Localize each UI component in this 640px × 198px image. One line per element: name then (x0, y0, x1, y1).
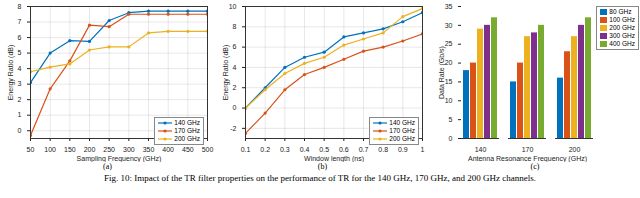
html-text:300 GHz: 300 GHz (609, 32, 635, 39)
svg-text:170: 170 (522, 146, 534, 153)
svg-text:8: 8 (233, 23, 237, 30)
svg-text:Window length (ns): Window length (ns) (304, 155, 364, 163)
svg-text:Energy Ratio (dB): Energy Ratio (dB) (7, 45, 15, 101)
svg-text:0.8: 0.8 (378, 146, 388, 153)
svg-text:0.2: 0.2 (260, 146, 270, 153)
svg-text:20: 20 (445, 59, 453, 66)
svg-text:0.5: 0.5 (319, 146, 329, 153)
svg-text:450: 450 (182, 146, 194, 153)
svg-text:8: 8 (18, 3, 22, 10)
svg-text:25: 25 (445, 40, 453, 47)
svg-text:6: 6 (233, 43, 237, 50)
svg-text:1: 1 (421, 146, 425, 153)
svg-text:0.3: 0.3 (280, 146, 290, 153)
html-text:170 GHz: 170 GHz (174, 127, 200, 134)
svg-text:-2: -2 (230, 125, 236, 132)
html-text:(a): (a) (103, 162, 112, 171)
svg-text:30: 30 (445, 22, 453, 29)
html-text:(b): (b) (317, 162, 328, 171)
svg-text:100: 100 (44, 146, 56, 153)
svg-text:50: 50 (27, 146, 35, 153)
svg-text:0: 0 (449, 135, 453, 142)
svg-text:5: 5 (18, 49, 22, 56)
html-text:100 GHz: 100 GHz (609, 16, 635, 23)
html-text:170 GHz: 170 GHz (389, 127, 415, 134)
svg-text:150: 150 (64, 146, 76, 153)
svg-text:Sampling Frequency (GHz): Sampling Frequency (GHz) (77, 155, 162, 163)
svg-text:500: 500 (202, 146, 214, 153)
svg-text:0.4: 0.4 (300, 146, 310, 153)
svg-text:0.9: 0.9 (398, 146, 408, 153)
svg-text:0: 0 (18, 127, 22, 134)
html-text:200 GHz: 200 GHz (609, 24, 635, 31)
svg-text:300: 300 (123, 146, 135, 153)
html-text:140 GHz: 140 GHz (174, 119, 200, 126)
svg-text:6: 6 (18, 34, 22, 41)
svg-text:0.1: 0.1 (241, 146, 251, 153)
svg-text:3: 3 (18, 80, 22, 87)
svg-text:10: 10 (445, 97, 453, 104)
svg-text:4: 4 (233, 64, 237, 71)
svg-text:Antenna Resonance Frequency (G: Antenna Resonance Frequency (GHz) (468, 155, 587, 163)
svg-text:15: 15 (445, 78, 453, 85)
html-text:400 GHz: 400 GHz (609, 40, 635, 47)
html-text:140 GHz: 140 GHz (389, 119, 415, 126)
svg-text:200: 200 (84, 146, 96, 153)
html-text:(c): (c) (530, 162, 540, 171)
svg-text:140: 140 (475, 146, 487, 153)
svg-text:2: 2 (233, 84, 237, 91)
svg-text:Data Rate (Gb/s): Data Rate (Gb/s) (438, 46, 446, 99)
svg-text:Energy Ratio (dB): Energy Ratio (dB) (222, 45, 230, 101)
svg-text:4: 4 (18, 65, 22, 72)
svg-text:7: 7 (18, 18, 22, 25)
html-text:200 GHz: 200 GHz (174, 135, 200, 142)
svg-text:200: 200 (569, 146, 581, 153)
svg-text:400: 400 (162, 146, 174, 153)
svg-text:1: 1 (18, 111, 22, 118)
html-text:200 GHz: 200 GHz (389, 135, 415, 142)
svg-text:10: 10 (229, 3, 237, 10)
html-text:Fig. 10: Impact of the TR filt: Fig. 10: Impact of the TR filter propert… (104, 173, 536, 183)
svg-text:0: 0 (233, 104, 237, 111)
html-text:80 GHz: 80 GHz (609, 8, 632, 15)
svg-text:2: 2 (18, 96, 22, 103)
svg-text:350: 350 (143, 146, 155, 153)
svg-text:35: 35 (445, 3, 453, 10)
svg-text:0.7: 0.7 (359, 146, 369, 153)
svg-text:250: 250 (103, 146, 115, 153)
svg-text:5: 5 (449, 116, 453, 123)
svg-text:0.6: 0.6 (339, 146, 349, 153)
